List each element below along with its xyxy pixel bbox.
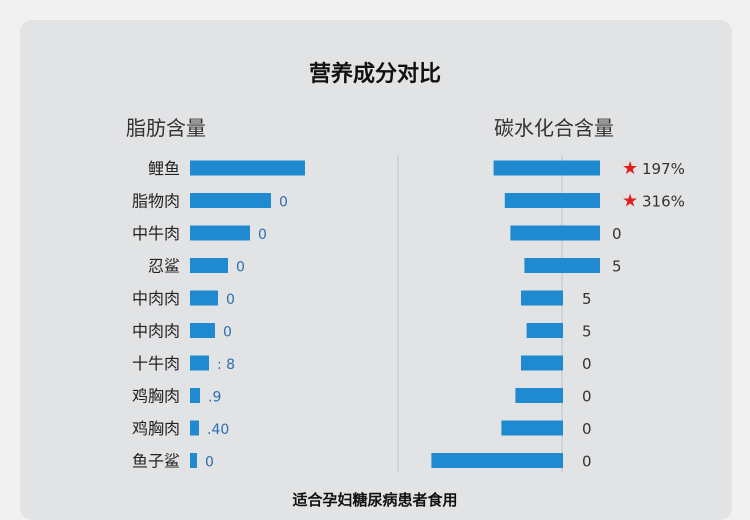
left-value-label: 0 — [279, 195, 288, 211]
right-value-label: 5 — [582, 290, 592, 308]
right-value-label: 0 — [582, 355, 592, 373]
red-star-icon: ★ — [622, 158, 638, 179]
right-value-label: 5 — [582, 323, 592, 341]
right-bar — [521, 355, 563, 371]
right-value-label: 0 — [612, 225, 622, 243]
left-bar — [190, 355, 209, 371]
left-bar — [190, 388, 200, 403]
left-value-label: : 8 — [217, 357, 235, 373]
left-category-label: 忍鲨 — [148, 257, 180, 276]
right-bar — [431, 453, 563, 468]
red-star-icon: ★ — [622, 191, 638, 212]
left-value-label: 0 — [223, 325, 232, 341]
right-bar — [524, 258, 600, 273]
left-category-label: 脂物肉 — [132, 192, 180, 211]
left-category-label: 鲤鱼 — [148, 159, 180, 178]
left-value-label: 0 — [258, 227, 267, 243]
right-value-label: 0 — [582, 420, 592, 438]
right-chart-title: 碳水化合含量 — [494, 116, 614, 140]
left-value-label: .40 — [207, 422, 229, 438]
right-value-label: 5 — [612, 258, 622, 276]
right-bar — [510, 225, 600, 241]
left-chart-title: 脂肪含量 — [126, 116, 206, 140]
right-value-label: 0 — [582, 388, 592, 406]
left-bar — [190, 160, 305, 176]
left-value-label: 0 — [236, 260, 245, 276]
right-bar — [504, 193, 600, 208]
left-category-label: 十牛肉 — [132, 354, 180, 373]
left-bar — [190, 453, 197, 468]
left-category-label: 中肉肉 — [132, 289, 180, 308]
left-category-label: 中牛肉 — [132, 224, 180, 243]
right-bar — [493, 160, 600, 176]
right-bar — [526, 323, 563, 338]
left-bar — [190, 323, 215, 338]
left-bar — [190, 193, 271, 208]
left-category-label: 鱼子鲨 — [132, 452, 180, 471]
left-value-label: .9 — [208, 390, 221, 406]
left-bar — [190, 420, 199, 436]
left-category-label: 中肉肉 — [132, 322, 180, 341]
chart-title: 营养成分对比 — [308, 62, 441, 87]
left-value-label: 0 — [205, 455, 214, 471]
left-category-label: 鸡胸肉 — [132, 419, 180, 438]
left-bar — [190, 225, 250, 241]
chart-card — [20, 20, 732, 520]
right-bar — [501, 420, 563, 436]
left-category-label: 鸡胸肉 — [132, 387, 180, 406]
left-value-label: 0 — [226, 292, 235, 308]
right-value-label: 0 — [582, 453, 592, 471]
left-bar — [190, 290, 218, 306]
right-bar — [515, 388, 563, 403]
right-value-label: 197% — [642, 160, 685, 178]
right-bar — [521, 290, 563, 306]
right-value-label: 316% — [642, 193, 685, 211]
left-bar — [190, 258, 228, 273]
